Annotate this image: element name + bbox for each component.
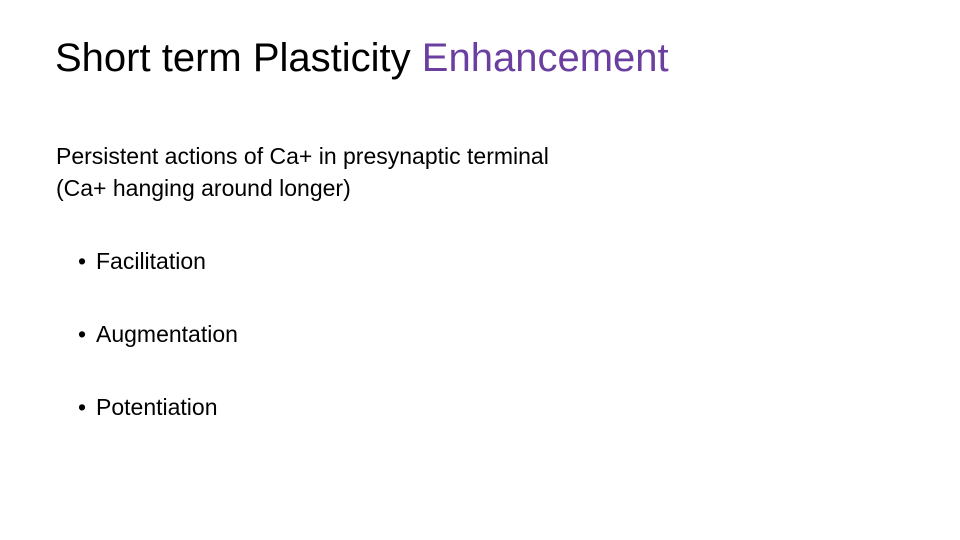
subtitle-line-1: Persistent actions of Ca+ in presynaptic… [56,140,549,172]
bullet-dot-icon: • [78,394,96,421]
bullet-label: Augmentation [96,321,238,348]
bullet-label: Potentiation [96,394,217,421]
bullet-label: Facilitation [96,248,206,275]
bullet-item: • Potentiation [78,394,238,421]
title-word-1: Short [55,36,151,80]
title-word-3: Plasticity [253,36,411,80]
bullet-item: • Augmentation [78,321,238,348]
bullet-dot-icon: • [78,248,96,275]
subtitle-block: Persistent actions of Ca+ in presynaptic… [56,140,549,204]
bullet-dot-icon: • [78,321,96,348]
bullet-item: • Facilitation [78,248,238,275]
slide: Short term Plasticity Enhancement Persis… [0,0,960,540]
title-word-2: term [162,36,242,80]
bullet-list: • Facilitation • Augmentation • Potentia… [78,248,238,421]
title-word-4: Enhancement [422,36,669,80]
slide-title: Short term Plasticity Enhancement [55,36,669,80]
subtitle-line-2: (Ca+ hanging around longer) [56,172,549,204]
